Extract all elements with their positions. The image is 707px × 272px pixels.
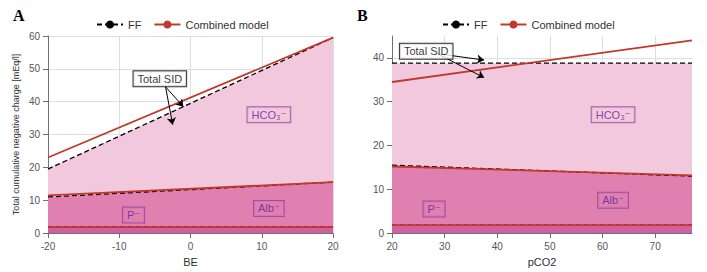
svg-text:-10: -10 [112,241,127,252]
svg-text:Alb⁻: Alb⁻ [602,194,624,206]
svg-text:10: 10 [373,184,385,195]
svg-text:60: 60 [597,241,609,252]
svg-text:B: B [357,7,368,24]
svg-text:Combined model: Combined model [531,19,614,31]
svg-text:30: 30 [439,241,451,252]
svg-text:30: 30 [373,96,385,107]
svg-text:Alb⁻: Alb⁻ [258,202,280,214]
svg-text:A: A [13,7,25,24]
svg-text:20: 20 [373,140,385,151]
svg-text:P⁻: P⁻ [127,209,140,221]
svg-text:30: 30 [29,129,41,140]
svg-text:FF: FF [474,19,488,31]
svg-text:10: 10 [256,241,268,252]
svg-text:HCO₃⁻: HCO₃⁻ [252,109,287,121]
svg-text:P⁻: P⁻ [428,203,441,215]
svg-text:70: 70 [650,241,662,252]
svg-text:-20: -20 [41,241,56,252]
svg-text:HCO₃⁻: HCO₃⁻ [596,109,631,121]
svg-text:FF: FF [128,19,142,31]
svg-text:40: 40 [373,52,385,63]
svg-text:Total SID: Total SID [138,73,183,85]
svg-text:0: 0 [188,241,194,252]
svg-text:50: 50 [544,241,556,252]
svg-text:BE: BE [183,256,198,268]
svg-text:10: 10 [29,195,41,206]
svg-text:Total SID: Total SID [404,45,449,57]
svg-text:Total cumulative negative char: Total cumulative negative charge [mEq/l] [11,54,21,216]
svg-text:0: 0 [378,228,384,239]
svg-text:20: 20 [29,162,41,173]
svg-text:40: 40 [492,241,504,252]
svg-text:20: 20 [327,241,339,252]
svg-text:40: 40 [29,96,41,107]
svg-text:60: 60 [29,31,41,42]
svg-text:Combined model: Combined model [185,19,268,31]
svg-text:50: 50 [29,63,41,74]
svg-text:20: 20 [386,241,398,252]
svg-text:pCO2: pCO2 [528,256,557,268]
svg-text:0: 0 [34,228,40,239]
